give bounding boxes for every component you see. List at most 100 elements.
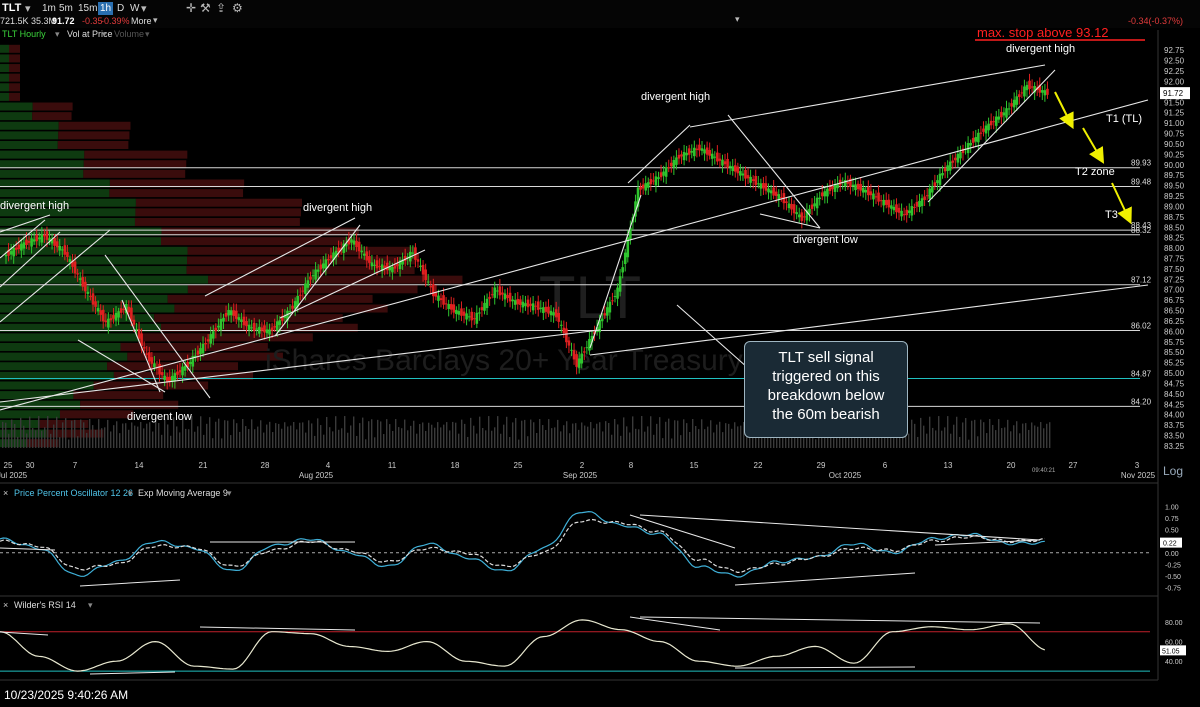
chevron-down-icon[interactable]: ▾ — [153, 15, 158, 25]
candle-body — [224, 312, 228, 317]
candle-body — [1020, 92, 1024, 94]
price-tick-label: 85.75 — [1164, 338, 1185, 347]
volume-bar — [728, 423, 730, 448]
candle-body — [439, 298, 443, 301]
candle-body — [332, 252, 335, 261]
candle-body — [298, 294, 302, 296]
candle-body — [713, 156, 717, 158]
chevron-down-icon[interactable]: ▾ — [735, 14, 740, 24]
vap-bar-down — [107, 362, 238, 371]
volume-bar — [131, 422, 133, 448]
crosshair-icon[interactable]: ✛ — [186, 1, 197, 15]
candle-body — [869, 191, 873, 196]
chevron-down-icon[interactable]: ▾ — [102, 29, 107, 39]
candle-body — [746, 175, 750, 179]
vap-bar-down — [187, 246, 417, 255]
time-tick-label: 3 — [1135, 461, 1140, 470]
volume-bar — [950, 433, 952, 448]
volume-bar — [923, 425, 925, 448]
level-label: 84.87 — [1131, 369, 1152, 378]
vap-bar-up — [0, 419, 40, 428]
candle-body — [780, 197, 783, 199]
share-icon[interactable]: ⇪ — [216, 1, 227, 15]
candle-body — [941, 173, 944, 176]
chevron-down-icon[interactable]: ▾ — [128, 488, 133, 498]
vap-bar-up — [0, 179, 110, 188]
trendlines — [0, 64, 1149, 411]
rsi-label[interactable]: Wilder's RSI 14 — [14, 600, 76, 610]
volume-bar — [350, 425, 352, 448]
candle-body — [572, 350, 576, 360]
timeframe-1h[interactable]: 1h — [98, 2, 114, 15]
timeframe-w[interactable]: W — [130, 3, 140, 14]
candle-body — [275, 321, 279, 331]
candle-body — [222, 317, 225, 322]
ppo-label[interactable]: Price Percent Oscillator 12 26 — [14, 488, 134, 498]
candle-body — [89, 296, 92, 298]
volume-bar — [377, 419, 379, 448]
chevron-down-icon[interactable]: ▾ — [25, 3, 31, 15]
study-vap-label[interactable]: Vol at Price — [67, 29, 113, 39]
volume-bar — [101, 428, 103, 448]
time-tick-label: 18 — [451, 461, 460, 470]
candle-body — [662, 171, 665, 176]
candle-body — [50, 240, 54, 244]
volume-bar — [272, 432, 274, 448]
candle-body — [531, 303, 535, 311]
timeframe-15m[interactable]: 15m — [78, 3, 98, 14]
candle-body — [191, 355, 195, 367]
chevron-down-icon[interactable]: ▾ — [227, 488, 232, 498]
volume-bar — [98, 419, 100, 448]
volume-bar — [713, 432, 715, 448]
volume-bar — [365, 439, 367, 448]
candle-body — [511, 299, 514, 302]
candle-body — [452, 304, 456, 313]
candle-body — [977, 132, 980, 143]
volume-bar — [77, 436, 79, 448]
chevron-down-icon[interactable]: ▾ — [141, 3, 147, 15]
candle-body — [570, 349, 573, 351]
candle-body — [365, 251, 369, 261]
chevron-down-icon[interactable]: ▾ — [88, 600, 93, 610]
candle-body — [260, 327, 264, 331]
volume-bar — [167, 424, 169, 448]
close-icon[interactable]: × — [3, 488, 9, 498]
close-icon[interactable]: × — [3, 600, 9, 610]
volume-bar — [632, 416, 634, 448]
chevron-down-icon[interactable]: ▾ — [145, 29, 150, 39]
candle-body — [278, 320, 282, 326]
volume-bar — [236, 423, 238, 448]
volume-bar — [347, 432, 349, 448]
settings-icon[interactable]: ⚙ — [232, 1, 243, 15]
vap-bar-down — [135, 198, 303, 207]
ppo-last-label: 0.22 — [1163, 541, 1177, 548]
volume-bar — [1049, 422, 1051, 448]
candle-body — [657, 177, 660, 180]
volume-bar — [1007, 419, 1009, 448]
vap-bar-down — [186, 266, 415, 275]
study-volume-label[interactable]: Volume — [114, 29, 145, 39]
candle-body — [281, 316, 284, 321]
candle-body — [529, 303, 532, 306]
volume-bar — [254, 429, 256, 448]
volume-bar — [137, 426, 139, 448]
more-button[interactable]: More — [131, 16, 152, 26]
symbol-label[interactable]: TLT — [2, 2, 22, 14]
chevron-down-icon[interactable]: ▾ — [55, 29, 60, 39]
log-scale-button[interactable]: Log — [1163, 464, 1184, 478]
timeframe-d[interactable]: D — [117, 3, 125, 14]
volume-bar — [5, 422, 7, 448]
volume-bar — [65, 418, 67, 448]
tools-icon[interactable]: ⚒ — [200, 1, 211, 15]
candle-body — [575, 354, 578, 367]
candle-body — [810, 204, 814, 209]
study-main-label[interactable]: TLT Hourly — [2, 29, 46, 39]
timeframe-5m[interactable]: 5m — [59, 3, 73, 14]
volume-bar — [140, 422, 142, 448]
timeframe-1m[interactable]: 1m — [42, 3, 56, 14]
volume-bar — [1004, 427, 1006, 448]
rsi-panel: 80.00 60.00 40.00 51.05 — [0, 616, 1186, 675]
ppo-ema-label[interactable]: Exp Moving Average 9 — [138, 488, 228, 498]
candle-body — [987, 123, 990, 131]
